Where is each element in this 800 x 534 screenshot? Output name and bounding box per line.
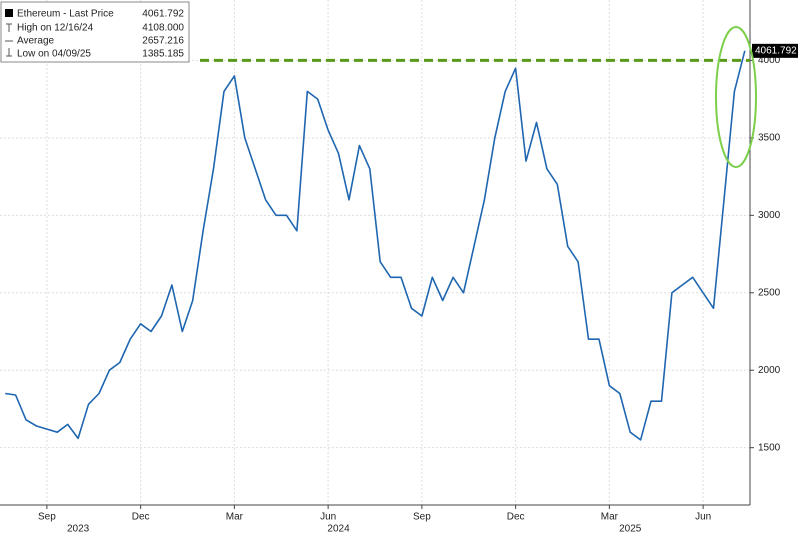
legend-value: 2657.216 bbox=[142, 36, 184, 47]
x-tick-label: Jun bbox=[695, 512, 711, 523]
y-tick-label: 2500 bbox=[758, 287, 781, 298]
legend-label: Average bbox=[17, 36, 55, 47]
x-year-label: 2024 bbox=[327, 524, 350, 534]
price-line bbox=[5, 50, 746, 441]
x-tick-label: Sep bbox=[413, 512, 431, 523]
y-tick-label: 3500 bbox=[758, 133, 781, 144]
x-year-label: 2025 bbox=[619, 524, 642, 534]
legend-label: Low on 04/09/25 bbox=[17, 49, 91, 60]
legend-icon bbox=[6, 48, 12, 57]
x-tick-label: Mar bbox=[226, 512, 244, 523]
x-tick-label: Sep bbox=[38, 512, 56, 523]
legend-value: 4061.792 bbox=[142, 9, 184, 20]
legend-label: High on 12/16/24 bbox=[17, 23, 94, 34]
x-tick-label: Dec bbox=[132, 512, 150, 523]
legend-value: 1385.185 bbox=[142, 49, 184, 60]
x-tick-label: Jun bbox=[320, 512, 336, 523]
y-tick-label: 4000 bbox=[758, 55, 781, 66]
y-tick-label: 2000 bbox=[758, 365, 781, 376]
legend-box bbox=[0, 1, 190, 63]
y-tick-label: 1500 bbox=[758, 442, 781, 453]
last-price-label: 4061.792 bbox=[755, 45, 797, 56]
legend-icon bbox=[6, 23, 12, 32]
highlight-ellipse bbox=[715, 26, 757, 168]
legend: Ethereum - Last Price 4061.792 High on 1… bbox=[0, 1, 190, 63]
x-year-label: 2023 bbox=[67, 524, 90, 534]
legend-label: Ethereum - Last Price bbox=[17, 9, 114, 20]
legend-icon bbox=[5, 9, 13, 17]
x-tick-label: Mar bbox=[601, 512, 619, 523]
x-tick-label: Dec bbox=[507, 512, 525, 523]
last-price-tag bbox=[752, 43, 798, 58]
legend-value: 4108.000 bbox=[142, 23, 184, 34]
y-tick-label: 3000 bbox=[758, 210, 781, 221]
